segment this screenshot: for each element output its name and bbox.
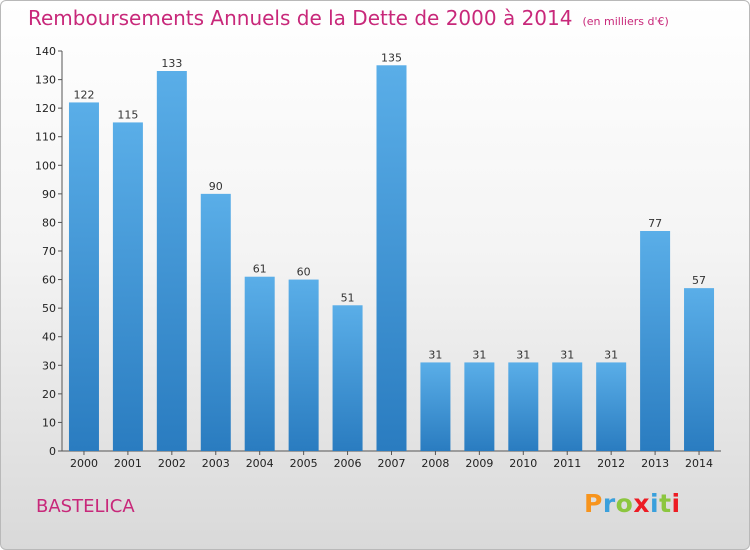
bar-2010 <box>508 362 539 451</box>
bar-2009 <box>464 362 495 451</box>
data-label: 122 <box>73 88 94 101</box>
x-tick-label: 2002 <box>158 457 186 470</box>
y-tick-label: 20 <box>42 388 56 401</box>
data-label: 60 <box>297 266 311 279</box>
y-tick-label: 80 <box>42 216 56 229</box>
data-label: 77 <box>648 217 662 230</box>
data-label: 133 <box>161 57 182 70</box>
x-tick-label: 2013 <box>641 457 669 470</box>
x-tick-label: 2008 <box>421 457 449 470</box>
bar-2006 <box>332 305 363 451</box>
unit-note: (en milliers d'€) <box>582 15 669 28</box>
bars <box>68 65 715 452</box>
x-tick-label: 2007 <box>378 457 406 470</box>
bar-2000 <box>68 102 99 451</box>
x-tick-label: 2009 <box>465 457 493 470</box>
x-tick-label: 2012 <box>597 457 625 470</box>
logo-letter: r <box>602 489 616 518</box>
bar-2014 <box>684 288 715 451</box>
data-label: 31 <box>516 348 530 361</box>
chart-title: Remboursements Annuels de la Dette de 20… <box>28 6 573 30</box>
logo-letter: x <box>633 489 650 518</box>
data-label: 61 <box>253 263 267 276</box>
data-label: 90 <box>209 180 223 193</box>
x-tick-label: 2003 <box>202 457 230 470</box>
town-name: BASTELICA <box>36 496 135 517</box>
data-label: 135 <box>381 51 402 64</box>
x-tick-label: 2014 <box>685 457 713 470</box>
bar-2004 <box>244 276 275 451</box>
bar-2008 <box>420 362 451 451</box>
y-tick-label: 130 <box>35 74 56 87</box>
y-tick-label: 100 <box>35 159 56 172</box>
y-tick-label: 140 <box>35 45 56 58</box>
data-label: 31 <box>428 348 442 361</box>
y-tick-label: 120 <box>35 102 56 115</box>
data-label: 115 <box>117 108 138 121</box>
logo-letter: t <box>659 489 672 518</box>
bar-2005 <box>288 279 319 451</box>
data-label: 57 <box>692 274 706 287</box>
data-label: 31 <box>604 348 618 361</box>
data-label: 31 <box>560 348 574 361</box>
logo-letter: i <box>671 489 681 518</box>
bar-2002 <box>156 71 187 451</box>
y-tick-label: 50 <box>42 302 56 315</box>
proxiti-logo: Proxiti <box>584 489 681 518</box>
y-tick-label: 70 <box>42 245 56 258</box>
bar-2011 <box>552 362 583 451</box>
bar-2007 <box>376 65 407 452</box>
y-tick-label: 30 <box>42 359 56 372</box>
y-tick-label: 60 <box>42 274 56 287</box>
x-tick-label: 2001 <box>114 457 142 470</box>
data-label: 51 <box>341 291 355 304</box>
y-tick-label: 110 <box>35 131 56 144</box>
x-tick-label: 2000 <box>70 457 98 470</box>
y-tick-label: 40 <box>42 331 56 344</box>
bar-2012 <box>596 362 627 451</box>
y-tick-label: 90 <box>42 188 56 201</box>
bar-2013 <box>640 231 671 451</box>
data-labels: 122 115 133 90 61 60 51 135 31 31 31 31 31 77 57 <box>73 51 706 361</box>
data-label: 31 <box>472 348 486 361</box>
y-tick-label: 0 <box>49 445 56 458</box>
bar-2003 <box>200 193 231 451</box>
logo-letter: P <box>584 489 603 518</box>
x-tick-label: 2010 <box>509 457 537 470</box>
y-tick-label: 10 <box>42 416 56 429</box>
title-line: Remboursements Annuels de la Dette de 20… <box>28 6 669 30</box>
x-tick-label: 2005 <box>290 457 318 470</box>
x-tick-label: 2011 <box>553 457 581 470</box>
x-tick-label: 2004 <box>246 457 274 470</box>
axes: 0 10 20 30 40 50 60 70 80 90 100 110 120 130 140 2000 20… <box>35 45 721 470</box>
x-tick-label: 2006 <box>334 457 362 470</box>
bar-2001 <box>112 122 143 451</box>
logo-letter: i <box>650 489 660 518</box>
logo-letter: o <box>615 489 634 518</box>
